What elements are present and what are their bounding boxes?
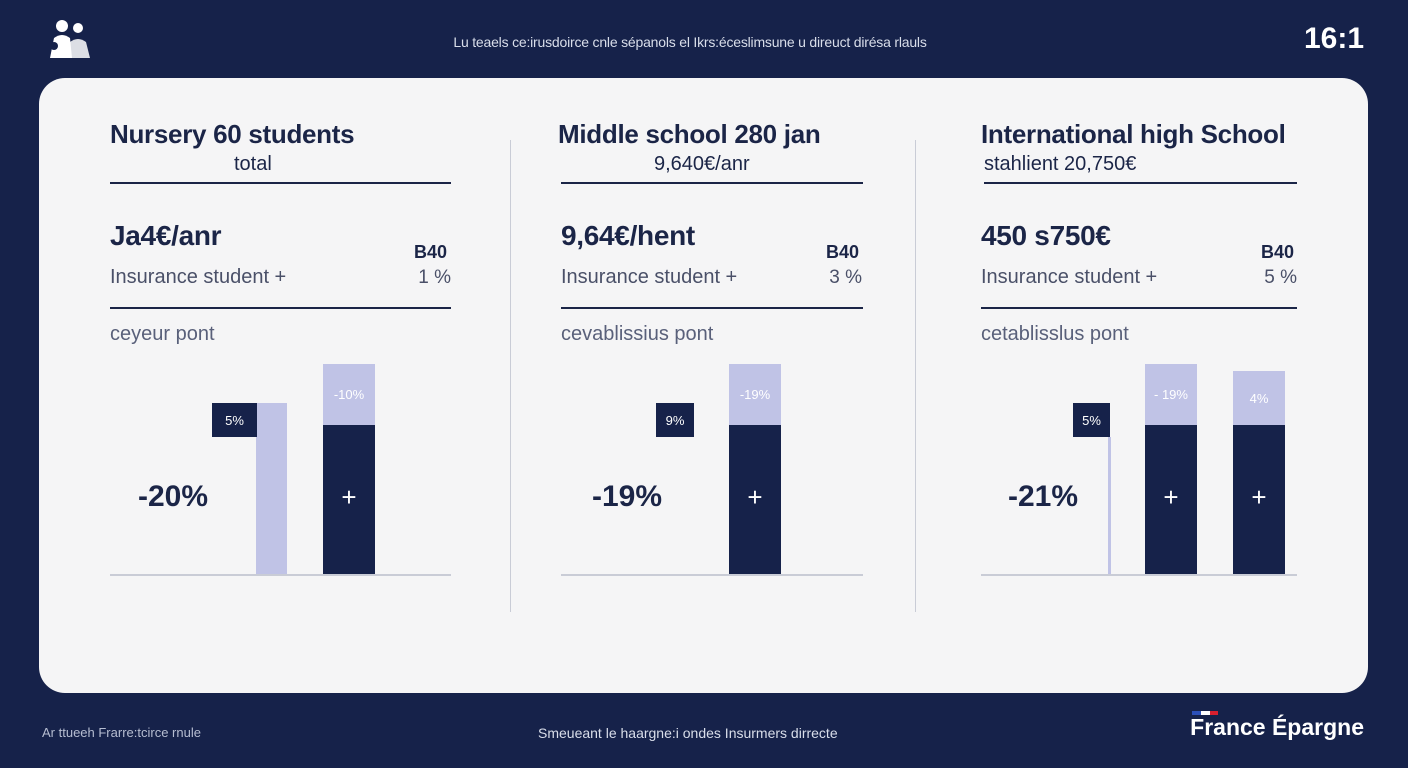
- panel-code: B40: [414, 242, 448, 262]
- chart-baseline: [110, 574, 451, 576]
- family-icon: [50, 20, 90, 58]
- panel-note: cevablissius pont: [561, 323, 714, 345]
- chart-bar: [1108, 437, 1111, 575]
- insurance-pct: 5 %: [1264, 267, 1297, 288]
- chart-bar: [1145, 425, 1197, 575]
- bar-top-label: - 19%: [1145, 364, 1197, 425]
- plus-icon: +: [1163, 482, 1179, 512]
- panel-price: Ja4€/anr: [110, 220, 222, 251]
- plus-icon: +: [341, 482, 357, 512]
- insurance-label: Insurance student +: [110, 266, 287, 288]
- bar-tag: 5%: [212, 403, 257, 437]
- panel-rule: [110, 182, 451, 184]
- big-value: -21%: [1008, 480, 1079, 513]
- chart-bar: [1233, 425, 1285, 575]
- panel-title: Nursery 60 students: [110, 119, 355, 149]
- brand-logo: France Épargne: [1190, 711, 1364, 741]
- chart-baseline: [561, 574, 863, 576]
- panel-rule: [984, 182, 1297, 184]
- panel-rule: [561, 182, 863, 184]
- footer-middle: Smeueant le haargne:i ondes Insurmers di…: [538, 725, 838, 741]
- big-value: -20%: [138, 480, 209, 513]
- plus-icon: +: [1251, 482, 1267, 512]
- chart-bar: [729, 425, 781, 575]
- bar-top-label: -19%: [729, 364, 781, 425]
- panel-rule: [110, 307, 451, 309]
- panel-subtitle: total: [234, 153, 272, 175]
- panel-subtitle: 9,640€/anr: [654, 153, 750, 175]
- panel-rule: [561, 307, 863, 309]
- panel-subtitle: stahlient 20,750€: [984, 153, 1137, 175]
- panel-note: cetablisslus pont: [981, 323, 1129, 345]
- insurance-label: Insurance student +: [561, 266, 738, 288]
- bar-top-label: 4%: [1233, 371, 1285, 425]
- insurance-pct: 1 %: [418, 267, 451, 288]
- flag-icon: [1192, 711, 1219, 715]
- bar-top-label: -10%: [323, 364, 375, 425]
- panel-divider: [510, 140, 511, 612]
- panel-title: Middle school 280 jan: [558, 119, 821, 149]
- panel-divider: [915, 140, 916, 612]
- bar-tag: 9%: [656, 403, 694, 437]
- insurance-label: Insurance student +: [981, 266, 1158, 288]
- panel-price: 450 s750€: [981, 220, 1111, 251]
- panel-code: B40: [826, 242, 860, 262]
- insurance-pct: 3 %: [829, 267, 862, 288]
- panel-title: International high School: [981, 119, 1286, 149]
- plus-icon: +: [747, 482, 763, 512]
- panel-code: B40: [1261, 242, 1295, 262]
- brand-name: France Épargne: [1190, 714, 1364, 740]
- chart-bar: [256, 403, 287, 575]
- panel-price: 9,64€/hent: [561, 220, 695, 251]
- big-value: -19%: [592, 480, 663, 513]
- panel-note: ceyeur pont: [110, 323, 215, 345]
- panel-rule: [981, 307, 1297, 309]
- footer-left: Ar ttueeh Frarre:tcirce rnule: [42, 725, 201, 740]
- chart-bar: [323, 425, 375, 575]
- chart-baseline: [981, 574, 1297, 576]
- header-subtitle: Lu teaels ce:irusdoirce cnle sépanols el…: [453, 34, 927, 50]
- bar-tag: 5%: [1073, 403, 1110, 437]
- ratio-label: 16:1: [1303, 22, 1364, 55]
